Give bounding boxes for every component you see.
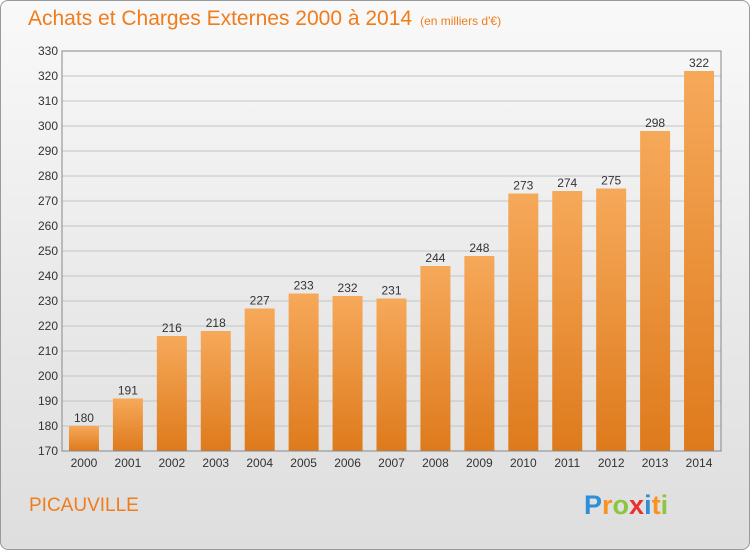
y-tick-label: 250 — [38, 244, 58, 258]
x-tick-label: 2007 — [378, 456, 405, 470]
bar-value-label: 227 — [250, 294, 270, 308]
x-tick-label: 2003 — [202, 456, 229, 470]
y-tick-label: 280 — [38, 169, 58, 183]
y-tick-label: 220 — [38, 319, 58, 333]
y-tick-label: 300 — [38, 119, 58, 133]
bar-2008 — [420, 266, 451, 451]
bar-2010 — [508, 193, 539, 451]
bar-2003 — [200, 331, 231, 451]
y-axis-ticks: 170 180 190 200 210 220 230 240 250 260 270 280 290 3… — [38, 44, 58, 458]
bar-2005 — [288, 293, 319, 451]
bar-2009 — [464, 256, 495, 451]
x-tick-label: 2001 — [115, 456, 142, 470]
bar-2014 — [684, 71, 715, 451]
y-tick-label: 200 — [38, 369, 58, 383]
y-tick-label: 240 — [38, 269, 58, 283]
bar-value-label: 248 — [469, 241, 489, 255]
y-tick-label: 320 — [38, 69, 58, 83]
bar-2004 — [244, 308, 275, 451]
y-tick-label: 260 — [38, 219, 58, 233]
bar-2012 — [596, 188, 627, 451]
bar-value-label: 231 — [381, 284, 401, 298]
bar-2002 — [156, 336, 187, 451]
x-tick-label: 2005 — [290, 456, 317, 470]
plot-area-border — [61, 50, 722, 452]
x-tick-label: 2009 — [466, 456, 493, 470]
logo-letter: o — [612, 490, 630, 520]
logo-letter: r — [602, 490, 613, 520]
y-tick-label: 170 — [38, 444, 58, 458]
y-tick-label: 190 — [38, 394, 58, 408]
bar-2007 — [376, 298, 407, 451]
y-tick-label: 310 — [38, 94, 58, 108]
x-tick-label: 2000 — [71, 456, 98, 470]
bar-2006 — [332, 296, 363, 451]
place-name: PICAUVILLE — [29, 495, 139, 516]
x-tick-label: 2014 — [686, 456, 713, 470]
logo-letter: i — [644, 490, 652, 520]
chart-subtitle: (en milliers d'€) — [420, 14, 502, 28]
y-tick-label: 330 — [38, 44, 58, 58]
bar-value-label: 233 — [294, 279, 314, 293]
x-tick-label: 2006 — [334, 456, 361, 470]
bar-2000 — [68, 426, 99, 451]
bar-2011 — [552, 191, 583, 451]
x-tick-label: 2012 — [598, 456, 625, 470]
x-tick-label: 2013 — [642, 456, 669, 470]
x-axis-ticks: 2000 2001 2002 2003 2004 2005 2006 2007 2008 2009… — [71, 456, 713, 470]
y-tick-label: 230 — [38, 294, 58, 308]
bar-2013 — [640, 131, 671, 451]
bar-value-label: 191 — [118, 384, 138, 398]
y-tick-label: 270 — [38, 194, 58, 208]
proxiti-logo: Proxiti — [584, 490, 668, 521]
bar-value-label: 218 — [206, 316, 226, 330]
bar-2001 — [112, 398, 143, 451]
bar-value-label: 274 — [557, 176, 577, 190]
chart-title: Achats et Charges Externes 2000 à 2014 (e… — [28, 7, 502, 30]
y-tick-label: 180 — [38, 419, 58, 433]
y-tick-label: 210 — [38, 344, 58, 358]
x-tick-label: 2002 — [158, 456, 185, 470]
bars: 180 191 216 218 227 233 232 231 244 248 273 274 275 2… — [68, 56, 715, 451]
logo-letter: t — [651, 490, 661, 520]
bar-value-label: 180 — [74, 411, 94, 425]
bar-value-label: 216 — [162, 321, 182, 335]
x-tick-label: 2010 — [510, 456, 537, 470]
bar-value-label: 298 — [645, 116, 665, 130]
logo-letter: x — [629, 490, 645, 520]
x-tick-label: 2004 — [246, 456, 273, 470]
y-tick-label: 290 — [38, 144, 58, 158]
bar-value-label: 273 — [513, 179, 533, 193]
x-tick-label: 2008 — [422, 456, 449, 470]
bar-value-label: 322 — [689, 56, 709, 70]
x-tick-label: 2011 — [554, 456, 580, 470]
bar-value-label: 232 — [338, 281, 358, 295]
bar-value-label: 244 — [425, 251, 445, 265]
bar-value-label: 275 — [601, 174, 621, 188]
logo-letter: i — [660, 490, 669, 520]
logo-letter: P — [584, 490, 603, 520]
